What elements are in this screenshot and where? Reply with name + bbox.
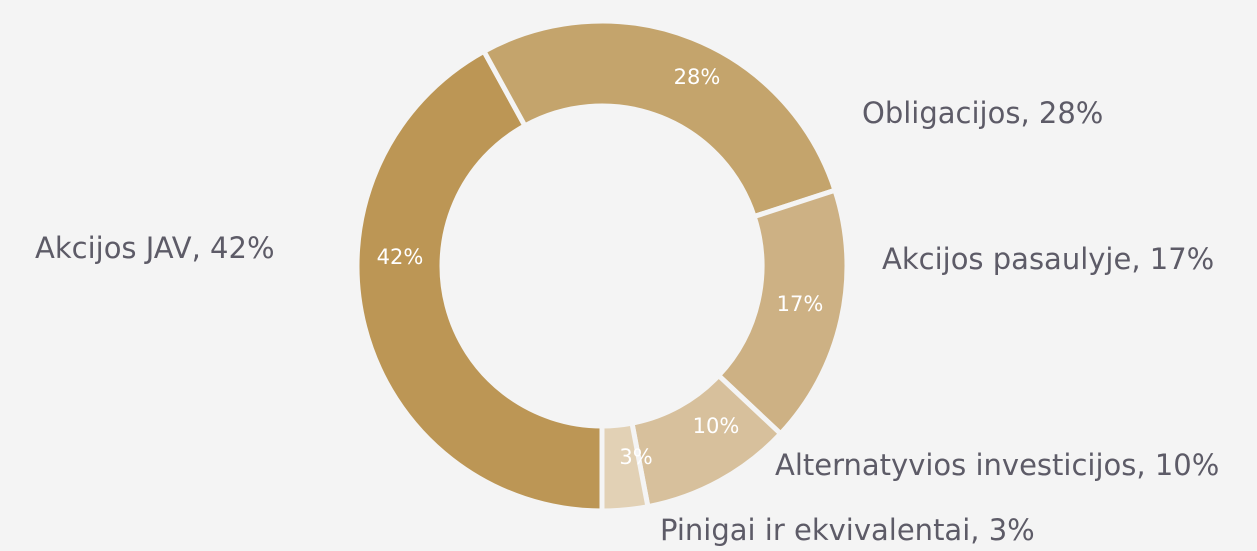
slice-label: Obligacijos, 28%: [862, 96, 1103, 130]
slice-label: Akcijos JAV, 42%: [35, 231, 275, 265]
donut-slice: [599, 420, 651, 514]
slice-label: Akcijos pasaulyje, 17%: [882, 242, 1214, 276]
slice-label: Alternatyvios investicijos, 10%: [775, 448, 1219, 482]
slice-label: Pinigai ir ekvivalentai, 3%: [660, 513, 1035, 547]
donut-slice: [354, 47, 605, 514]
slice-value-label: 42%: [377, 245, 424, 269]
slice-value-label: 28%: [674, 65, 721, 89]
slice-value-label: 17%: [777, 292, 824, 316]
donut-slice: [480, 18, 839, 220]
slice-value-label: 10%: [693, 414, 740, 438]
slice-value-label: 3%: [619, 445, 652, 469]
